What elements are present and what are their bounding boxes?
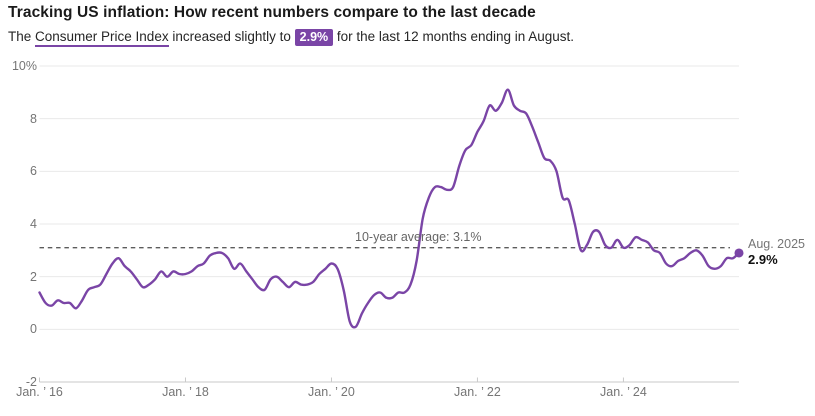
x-axis-tick-label: Jan. ’ 24 (600, 385, 647, 399)
subtitle-suffix: for the last 12 months ending in August. (333, 29, 575, 44)
y-axis-tick-label: 10% (11, 59, 37, 73)
y-axis-tick-label: 2 (30, 269, 37, 284)
latest-point-marker (734, 248, 744, 258)
x-axis-tick-label: Jan. ’ 16 (16, 385, 63, 399)
y-axis-tick-label: 6 (30, 164, 37, 179)
x-axis-tick-label: Jan. ’ 22 (454, 385, 501, 399)
y-axis-tick-label: 0 (30, 322, 37, 337)
subtitle: The Consumer Price Index increased sligh… (8, 29, 808, 47)
average-line-label: 10-year average: 3.1% (355, 230, 482, 244)
subtitle-prefix: The (8, 29, 36, 44)
cpi-value-badge: 2.9% (294, 29, 334, 46)
chart-header: Tracking US inflation: How recent number… (8, 4, 808, 47)
latest-point-date-label: Aug. 2025 (748, 237, 805, 251)
cpi-link[interactable]: Consumer Price Index (35, 29, 169, 47)
y-axis-tick-label: 4 (30, 217, 37, 231)
page-title: Tracking US inflation: How recent number… (8, 4, 536, 21)
x-axis-tick-label: Jan. ’ 18 (162, 385, 209, 399)
x-axis-tick-label: Jan. ’ 20 (308, 385, 355, 399)
latest-point-value-label: 2.9% (748, 252, 778, 267)
y-axis-tick-label: 8 (30, 111, 37, 126)
cpi-line (38, 88, 741, 329)
y-axis-tick-label: -2 (25, 375, 37, 389)
subtitle-mid: increased slightly to (168, 29, 295, 44)
